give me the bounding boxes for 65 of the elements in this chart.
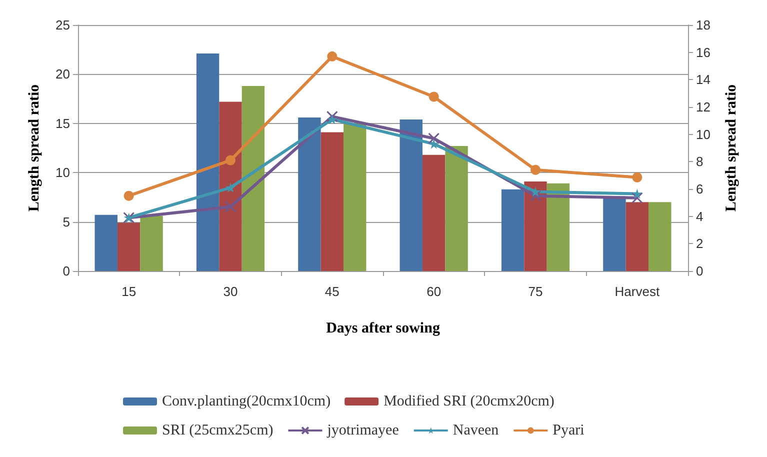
x-axis-title: Days after sowing: [326, 320, 440, 336]
legend-label: Modified SRI (20cmx20cm): [384, 394, 554, 410]
point: [530, 186, 540, 197]
y-tick-label: 15: [56, 116, 70, 131]
x-tick-label: 30: [223, 284, 238, 299]
y2-tick-label: 6: [696, 182, 704, 196]
bar: [501, 189, 524, 271]
y2-tick-label: 14: [696, 72, 710, 88]
point: [530, 164, 540, 175]
point: [428, 138, 439, 149]
point: [632, 188, 642, 199]
legend-label: Naveen: [452, 422, 500, 438]
y2-tick-label: 16: [696, 44, 710, 60]
y-axis-title: Length spread ratio: [26, 84, 42, 212]
point: [327, 114, 338, 124]
y2-tick-label: 18: [696, 18, 710, 32]
point: [326, 110, 338, 122]
legend-label: Pyari: [552, 422, 584, 438]
y-tick-label: 5: [62, 214, 70, 230]
bar: [546, 183, 570, 271]
y-tick-label: 0: [62, 264, 70, 278]
bar: [344, 123, 366, 271]
x-tick-label: 45: [324, 284, 340, 299]
point: [428, 132, 440, 144]
bar: [400, 119, 422, 271]
x-tick-label: Harvest: [614, 284, 660, 299]
x-tick-label: 15: [122, 284, 136, 299]
point: [226, 155, 236, 166]
y-tick-label: 10: [56, 165, 70, 180]
legend-label: SRI (25cmx25cm): [162, 422, 274, 438]
y-tick-label: 25: [56, 18, 70, 32]
bar: [320, 132, 344, 271]
x-tick-label: 75: [528, 284, 543, 299]
bar: [603, 196, 626, 271]
y2-tick-label: 8: [696, 154, 704, 170]
point: [224, 201, 236, 213]
x-tick-label: 60: [426, 284, 442, 299]
bar: [219, 102, 242, 271]
point: [226, 182, 236, 193]
bar: [648, 202, 672, 271]
bar: [626, 202, 649, 271]
y2-tick-label: 10: [696, 126, 710, 142]
legend-label: Conv.planting(20cmx10cm): [162, 394, 331, 410]
bar: [422, 154, 446, 271]
bar: [94, 214, 118, 271]
y2-tick-label: 4: [696, 208, 704, 224]
point: [124, 190, 134, 201]
point: [428, 92, 439, 102]
bar: [524, 181, 547, 271]
point: [530, 190, 542, 202]
point: [632, 172, 642, 182]
bar: [140, 216, 163, 271]
bar: [298, 117, 321, 271]
bar: [117, 222, 140, 271]
point: [631, 192, 643, 204]
bar: [445, 146, 468, 271]
y2-tick-label: 12: [696, 100, 710, 114]
y-tick-label: 20: [56, 66, 70, 82]
y2-tick-label: 0: [696, 264, 704, 278]
y2-axis-title: Length spread ratio: [724, 84, 740, 212]
bar: [242, 86, 265, 271]
point: [327, 51, 338, 62]
bar: [196, 54, 220, 271]
legend-label: jyotrimayee: [326, 422, 400, 438]
y2-tick-label: 2: [696, 236, 704, 252]
